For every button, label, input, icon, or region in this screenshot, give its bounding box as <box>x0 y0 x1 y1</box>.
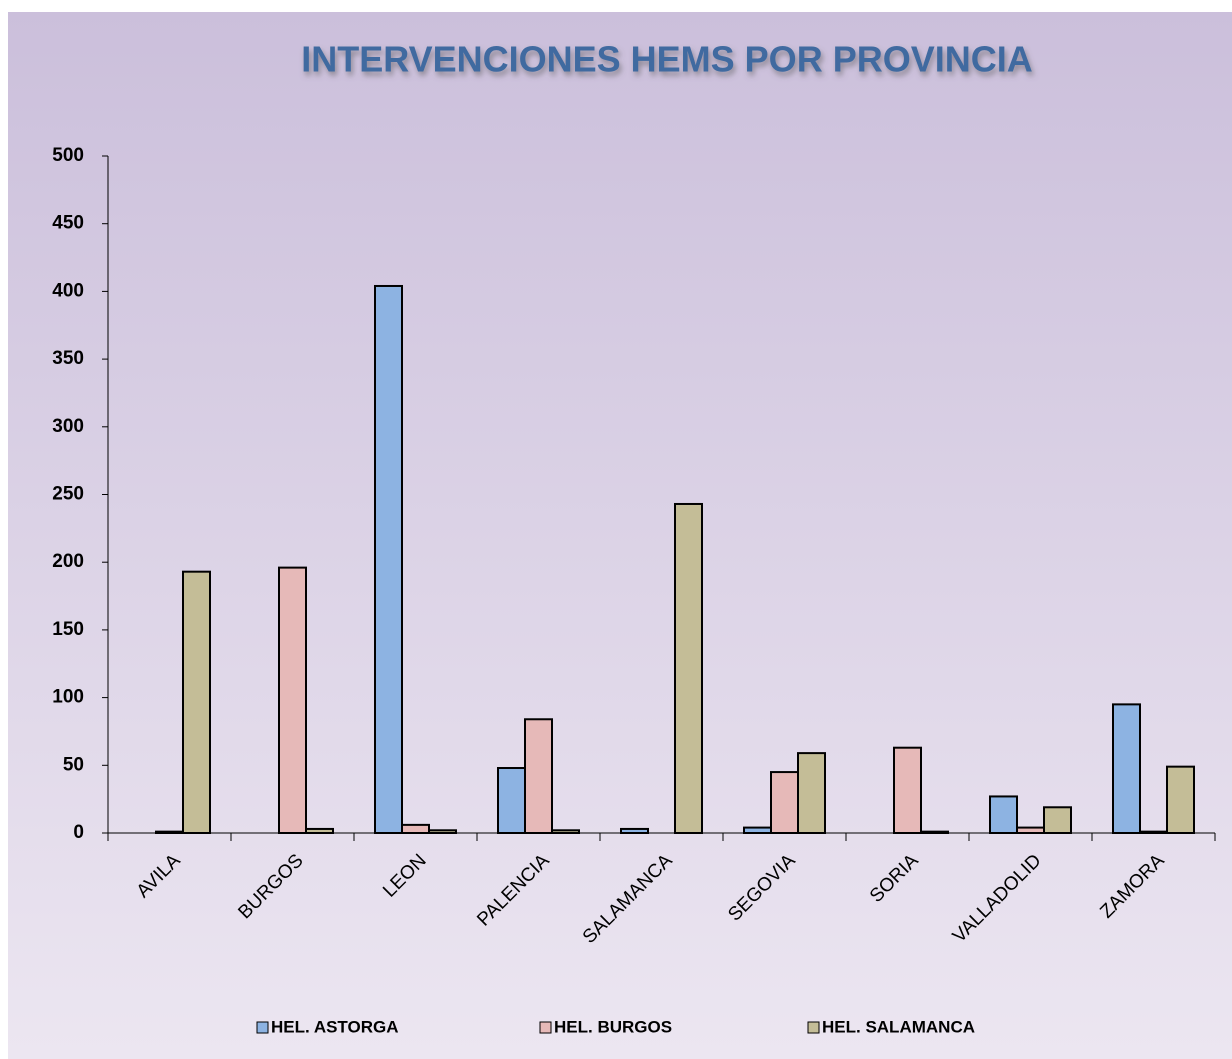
bar <box>893 746 922 834</box>
bar <box>374 284 403 834</box>
y-tick-label: 200 <box>52 551 84 572</box>
legend-label: HEL. BURGOS <box>554 1017 672 1036</box>
legend-swatch <box>256 1021 269 1034</box>
bar <box>1112 703 1141 834</box>
y-tick-label: 50 <box>63 754 84 775</box>
bar <box>674 502 703 834</box>
y-tick-label: 300 <box>52 416 84 437</box>
y-tick-label: 500 <box>52 145 84 166</box>
bar <box>1043 806 1072 834</box>
bar <box>182 570 211 834</box>
legend-label: HEL. SALAMANCA <box>822 1017 975 1036</box>
y-tick-label: 250 <box>52 484 84 505</box>
y-tick-label: 350 <box>52 348 84 369</box>
bar <box>1166 765 1195 834</box>
legend-label: HEL. ASTORGA <box>271 1017 399 1036</box>
chart-background <box>8 12 1232 1059</box>
legend-swatch <box>807 1021 820 1034</box>
y-tick-label: 150 <box>52 619 84 640</box>
y-tick-label: 100 <box>52 687 84 708</box>
bar <box>770 771 799 835</box>
y-tick-label: 400 <box>52 280 84 301</box>
bar <box>278 566 307 835</box>
bar <box>1016 826 1045 834</box>
bar <box>989 795 1018 835</box>
bar <box>743 826 772 834</box>
bar <box>620 827 649 834</box>
chart-title: INTERVENCIONES HEMS POR PROVINCIA <box>301 39 1032 80</box>
y-tick-label: 450 <box>52 213 84 234</box>
bar <box>305 827 334 834</box>
bar <box>797 752 826 835</box>
y-tick-label: 0 <box>73 822 84 843</box>
bar <box>497 767 526 834</box>
bar <box>524 718 553 834</box>
bar <box>401 823 430 834</box>
legend-swatch <box>539 1021 552 1034</box>
